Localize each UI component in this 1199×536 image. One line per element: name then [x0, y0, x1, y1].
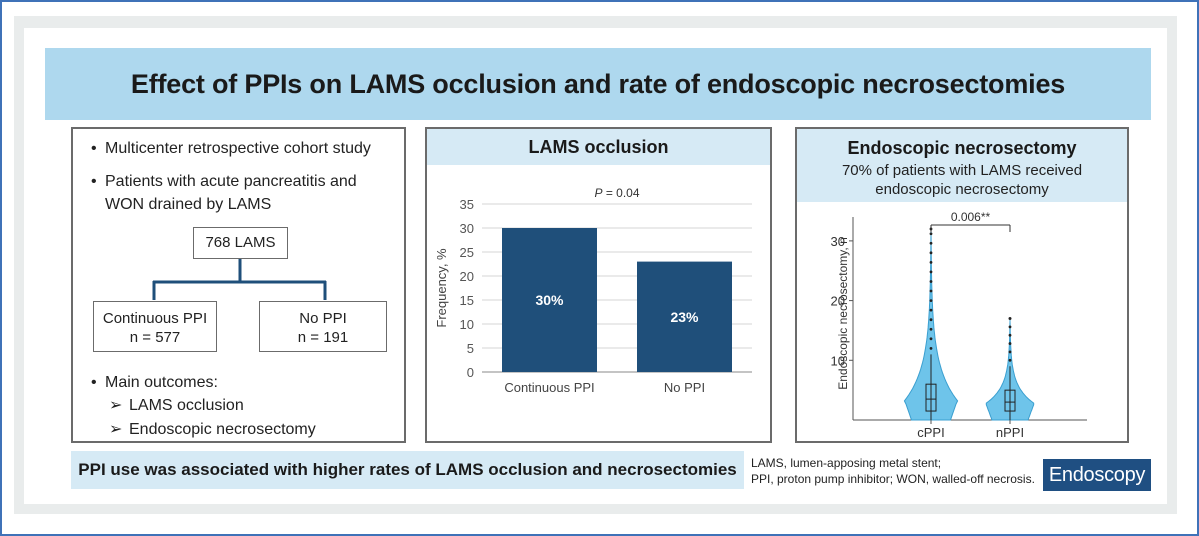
x-tick-label: No PPI — [664, 380, 705, 395]
title-banner: Effect of PPIs on LAMS occlusion and rat… — [45, 48, 1151, 120]
arrow-icon: ➢ — [109, 397, 123, 414]
outlier-point — [1008, 333, 1012, 337]
outlier-point — [929, 299, 933, 302]
outlier-point — [929, 327, 933, 331]
bullet-text: Patients with acute pancreatitis and WON… — [105, 173, 357, 213]
y-axis-label: Endoscopic necrosectomy, n — [836, 237, 850, 390]
x-tick-label: cPPI — [917, 425, 944, 440]
outlier-point — [929, 346, 933, 350]
y-tick-label: 0 — [467, 365, 474, 380]
bullet-item: • Multicenter retrospective cohort study — [91, 137, 371, 160]
y-tick-label: 25 — [460, 245, 474, 260]
y-tick-label: 20 — [831, 294, 845, 309]
flow-left-count: n = 577 — [129, 329, 181, 346]
y-tick-label: 30 — [460, 221, 474, 236]
journal-logo: Endoscopy — [1043, 459, 1151, 491]
outlier-point — [929, 241, 933, 245]
y-tick-label: 30 — [831, 234, 845, 249]
study-design-panel: • Multicenter retrospective cohort study … — [71, 127, 406, 443]
outcomes-label: Main outcomes: — [105, 374, 218, 391]
outlier-point — [929, 337, 933, 341]
outcome-text: Endoscopic necrosectomy — [129, 421, 316, 438]
lams-occlusion-panel: LAMS occlusion 0 5 10 15 20 25 30 35 Frequency, … — [425, 127, 772, 443]
chart-title: LAMS occlusion — [528, 137, 669, 157]
outcome-item: ➢ Endoscopic necrosectomy — [109, 419, 316, 439]
y-axis-label: Frequency, % — [434, 248, 449, 328]
bullet-item: • Main outcomes: — [91, 371, 218, 394]
chart-title: Endoscopic necrosectomy — [847, 138, 1077, 158]
chart-subtitle: endoscopic necrosectomy — [875, 181, 1049, 198]
journal-name: Endoscopy — [1048, 463, 1146, 486]
arrow-icon: ➢ — [109, 421, 123, 438]
bullet-item: • Patients with acute pancreatitis and WO… — [91, 170, 381, 216]
footnote-line: LAMS, lumen-apposing metal stent; — [751, 456, 942, 470]
outlier-point — [929, 308, 933, 312]
flow-total-label: 768 LAMS — [205, 234, 276, 251]
box — [925, 383, 937, 412]
y-tick-label: 5 — [467, 341, 474, 356]
flow-left-label: Continuous PPI — [102, 310, 208, 327]
bar — [637, 261, 732, 372]
outlier-point — [1008, 342, 1012, 345]
bar — [502, 228, 597, 372]
outlier-point — [929, 270, 933, 274]
necrosectomy-panel: Endoscopic necrosectomy 70% of patients … — [795, 127, 1129, 443]
bar-chart: 0 5 10 15 20 25 30 35 Frequency, % 30% Continuous … — [434, 186, 752, 395]
flow-connectors — [152, 259, 327, 300]
page-title: Effect of PPIs on LAMS occlusion and rat… — [130, 68, 1066, 99]
outlier-point — [929, 289, 933, 293]
flow-box-no-ppi: No PPI n = 191 — [259, 301, 387, 352]
outlier-point — [1008, 358, 1012, 362]
x-tick-label: Continuous PPI — [504, 380, 594, 395]
significance-label: 0.006** — [951, 210, 991, 224]
conclusion-text: PPI use was associated with higher rates… — [78, 460, 737, 479]
outlier-point — [929, 251, 933, 255]
outlier-point — [929, 280, 933, 283]
outlier-point — [1008, 350, 1012, 354]
chart-subtitle: 70% of patients with LAMS received — [841, 162, 1083, 179]
footnote-line: PPI, proton pump inhibitor; WON, walled-… — [751, 472, 1035, 486]
y-tick-label: 35 — [460, 197, 474, 212]
conclusion-banner: PPI use was associated with higher rates… — [71, 451, 744, 489]
bar-value-label: 30% — [535, 292, 564, 308]
flow-box-total: 768 LAMS — [193, 227, 288, 259]
box — [1004, 389, 1016, 412]
panel-header: Endoscopic necrosectomy 70% of patients … — [797, 129, 1127, 202]
y-tick-label: 10 — [831, 353, 845, 368]
outlier-point — [1008, 317, 1012, 320]
outlier-point — [1008, 325, 1012, 329]
outcome-item: ➢ LAMS occlusion — [109, 395, 244, 415]
panel-header: LAMS occlusion — [427, 129, 770, 165]
y-tick-label: 20 — [460, 269, 474, 284]
flow-right-label: No PPI — [299, 310, 347, 327]
outcome-text: LAMS occlusion — [129, 397, 244, 414]
footnote: LAMS, lumen-apposing metal stent; PPI, p… — [751, 455, 1035, 487]
bullet-text: Multicenter retrospective cohort study — [105, 140, 371, 157]
y-tick-label: 15 — [460, 293, 474, 308]
flow-right-count: n = 191 — [297, 329, 349, 346]
y-tick-label: 10 — [460, 317, 474, 332]
outlier-point — [929, 232, 933, 236]
p-value-annotation: P = 0.04 — [594, 186, 639, 200]
outlier-point — [929, 318, 933, 322]
outlier-point — [929, 260, 933, 264]
x-tick-label: nPPI — [996, 425, 1024, 440]
bar-value-label: 23% — [670, 309, 699, 325]
flow-box-continuous-ppi: Continuous PPI n = 577 — [93, 301, 217, 352]
